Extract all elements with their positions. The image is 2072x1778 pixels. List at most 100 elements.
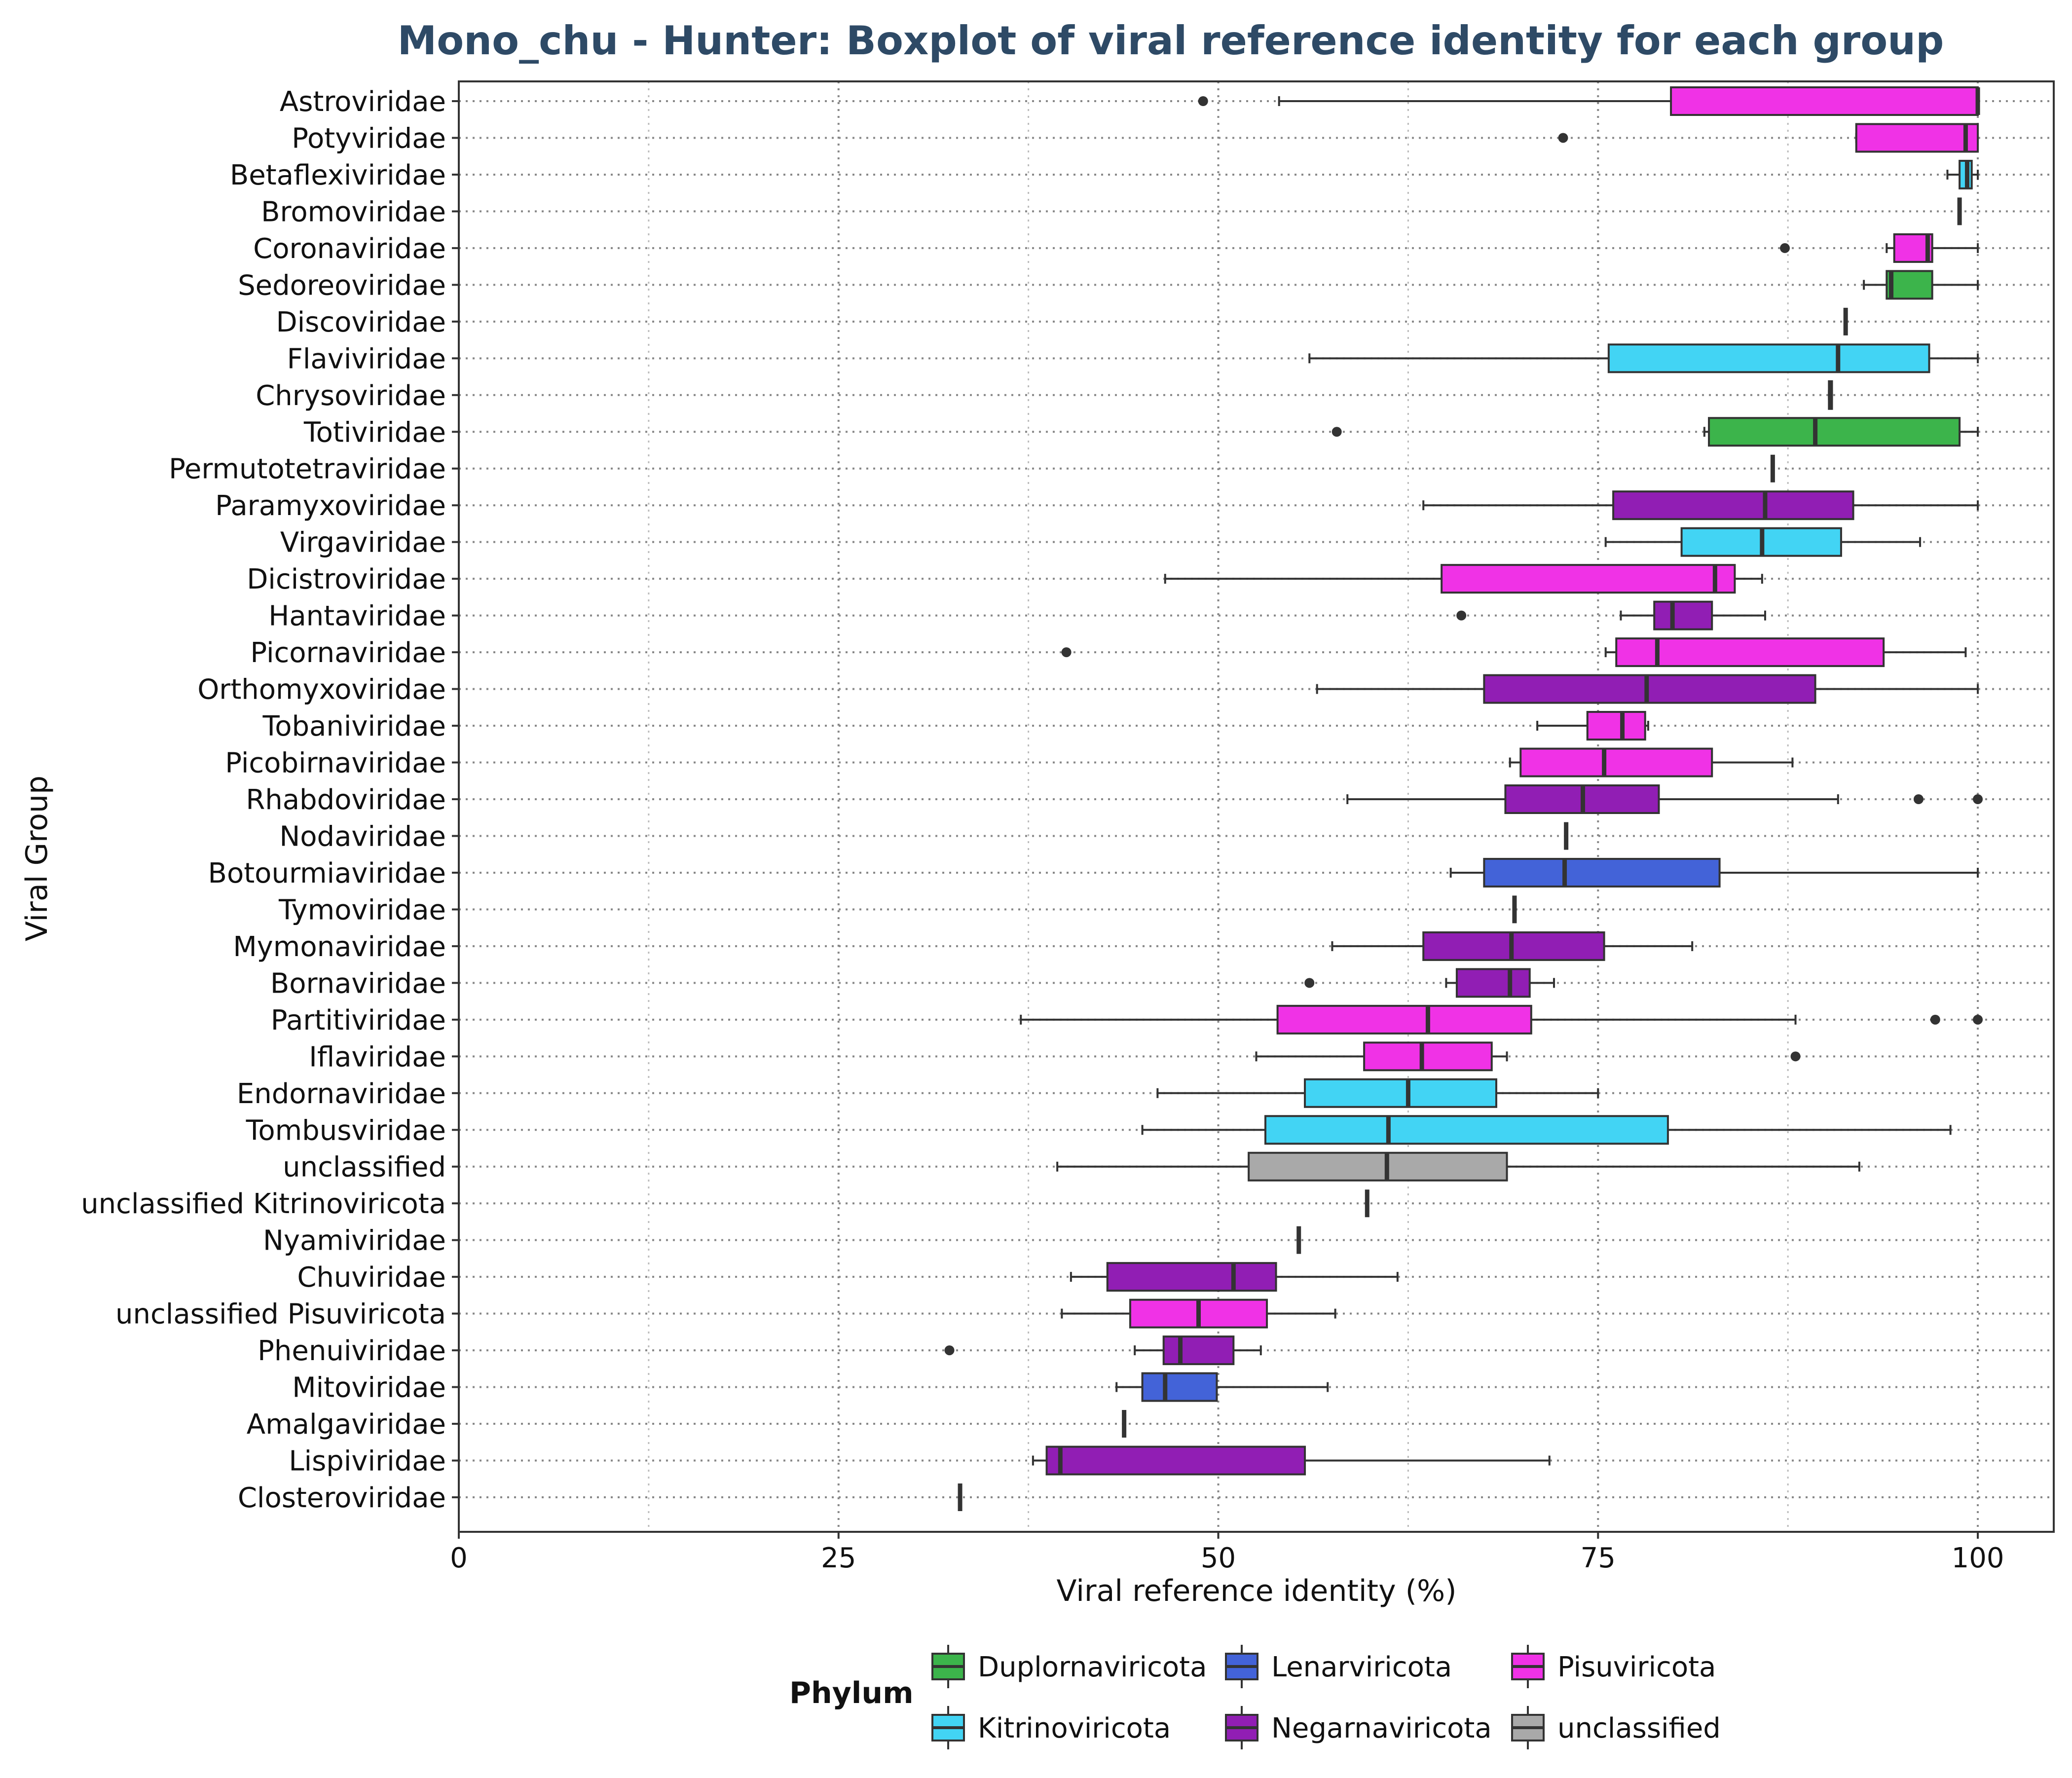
x-tick-label: 50 xyxy=(1201,1542,1236,1574)
y-tick-label: unclassified Kitrinoviricota xyxy=(81,1188,446,1220)
x-axis-label: Viral reference identity (%) xyxy=(1057,1574,1457,1608)
y-tick-label: Coronaviridae xyxy=(253,233,446,265)
box-botourmiaviridae xyxy=(1449,857,1979,888)
y-tick-label: Mymonaviridae xyxy=(233,931,446,963)
y-tick-label: Tombusviridae xyxy=(246,1114,446,1147)
box-iqr xyxy=(1363,1041,1493,1072)
outlier-point xyxy=(1061,647,1072,658)
outlier-point xyxy=(1973,1014,1983,1025)
x-tick-label: 0 xyxy=(450,1542,468,1574)
box-unclassified-pisuviricota xyxy=(1061,1298,1336,1329)
y-tick-label: Partitiviridae xyxy=(271,1004,446,1037)
legend-label: Negarnaviricota xyxy=(1271,1712,1492,1744)
y-tick-label: unclassified Pisuviricota xyxy=(115,1298,446,1331)
legend-label: Duplornaviricota xyxy=(978,1651,1207,1683)
outlier-point xyxy=(1973,794,1983,804)
y-tick-label: Mitoviridae xyxy=(292,1372,446,1404)
box-iqr xyxy=(1607,343,1930,373)
box-astroviridae xyxy=(1198,86,1980,116)
box-sedoreoviridae xyxy=(1863,270,1979,300)
outlier-point xyxy=(1304,978,1315,988)
box-potyviridae xyxy=(1558,123,1979,153)
box-flaviviridae xyxy=(1308,343,1979,373)
box-iqr xyxy=(1519,747,1713,778)
y-tick-label: Hantaviridae xyxy=(268,600,446,632)
box-bornaviridae xyxy=(1304,968,1555,998)
y-tick-label: Chrysoviridae xyxy=(256,380,446,412)
box-tobaniviridae xyxy=(1536,711,1649,741)
y-tick-label: Botourmiaviridae xyxy=(208,857,446,889)
box-iqr xyxy=(1455,968,1531,998)
y-tick-label: Orthomyxoviridae xyxy=(197,674,446,706)
outlier-point xyxy=(1332,427,1342,437)
y-tick-label: Permutotetraviridae xyxy=(169,453,446,485)
box-iqr xyxy=(1422,931,1605,961)
box-chuviridae xyxy=(1070,1262,1399,1292)
outlier-point xyxy=(1558,133,1568,143)
box-iqr xyxy=(1304,1078,1497,1108)
box-iqr xyxy=(1141,1372,1218,1402)
box-iqr xyxy=(1264,1115,1669,1145)
y-tick-label: Closteroviridae xyxy=(238,1482,446,1514)
box-iqr xyxy=(1441,564,1736,594)
legend-entry-duplornaviricota: Duplornaviricota xyxy=(931,1645,1207,1688)
legend-entry-unclassified: unclassified xyxy=(1511,1706,1721,1749)
box-unclassified xyxy=(1056,1151,1860,1182)
box-iqr xyxy=(1670,86,1979,116)
box-mitoviridae xyxy=(1115,1372,1329,1402)
box-phenuiviridae xyxy=(944,1335,1262,1366)
y-tick-label: Betaflexiviridae xyxy=(230,159,446,191)
outlier-point xyxy=(944,1345,955,1356)
y-axis-label: Viral Group xyxy=(20,776,54,941)
box-iqr xyxy=(1276,1004,1532,1035)
outlier-point xyxy=(1930,1014,1940,1025)
legend-label: Kitrinoviricota xyxy=(978,1712,1171,1744)
box-layer xyxy=(944,86,1983,1511)
y-tick-label: Iflaviridae xyxy=(309,1041,446,1073)
outlier-point xyxy=(1198,96,1208,106)
box-hantaviridae xyxy=(1456,600,1766,630)
y-tick-label: Bromoviridae xyxy=(261,196,446,228)
y-tick-label: Flaviviridae xyxy=(287,343,446,375)
box-endornaviridae xyxy=(1156,1078,1599,1108)
y-tick-label: Tobaniviridae xyxy=(262,710,446,742)
box-iqr xyxy=(1653,600,1713,630)
legend-entry-pisuviricota: Pisuviricota xyxy=(1511,1645,1716,1688)
chart-title: Mono_chu - Hunter: Boxplot of viral refe… xyxy=(398,18,1944,64)
legend-label: Pisuviricota xyxy=(1557,1651,1716,1683)
y-tick-label: Chuviridae xyxy=(297,1261,446,1294)
box-rhabdoviridae xyxy=(1346,784,1983,814)
box-iflaviridae xyxy=(1255,1041,1801,1072)
box-totiviridae xyxy=(1332,417,1979,447)
box-iqr xyxy=(1586,711,1646,741)
outlier-point xyxy=(1913,794,1924,804)
y-tick-label: Tymoviridae xyxy=(278,894,446,926)
y-tick-label: Totiviridae xyxy=(303,416,446,448)
x-tick-label: 75 xyxy=(1581,1542,1616,1574)
y-tick-label: Paramyxoviridae xyxy=(215,490,446,522)
legend-label: Lenarviricota xyxy=(1271,1651,1452,1683)
box-iqr xyxy=(1855,123,1979,153)
outlier-point xyxy=(1780,243,1790,253)
box-iqr xyxy=(1708,417,1961,447)
y-tick-label: Virgaviridae xyxy=(280,527,446,559)
y-tick-label: Picornaviridae xyxy=(250,637,446,669)
box-iqr xyxy=(1162,1335,1235,1366)
box-iqr xyxy=(1483,674,1816,704)
box-chrysoviridae xyxy=(1828,380,1833,410)
y-tick-label: Picobirnaviridae xyxy=(225,747,446,779)
legend-title: Phylum xyxy=(789,1676,914,1710)
y-tick-label: unclassified xyxy=(283,1151,446,1184)
y-tick-label: Lispiviridae xyxy=(289,1445,446,1478)
box-iqr xyxy=(1483,857,1721,888)
y-tick-label: Endornaviridae xyxy=(237,1078,446,1110)
box-iqr xyxy=(1612,490,1854,520)
legend: Phylum Duplornaviricota Lenarviricota Pisu… xyxy=(789,1645,1721,1749)
legend-label: unclassified xyxy=(1557,1712,1721,1744)
outlier-point xyxy=(1790,1051,1801,1062)
legend-entry-kitrinoviricota: Kitrinoviricota xyxy=(931,1706,1171,1749)
legend-entry-negarnaviricota: Negarnaviricota xyxy=(1225,1706,1492,1749)
box-picornaviridae xyxy=(1061,637,1967,667)
y-tick-label: Potyviridae xyxy=(292,122,446,154)
